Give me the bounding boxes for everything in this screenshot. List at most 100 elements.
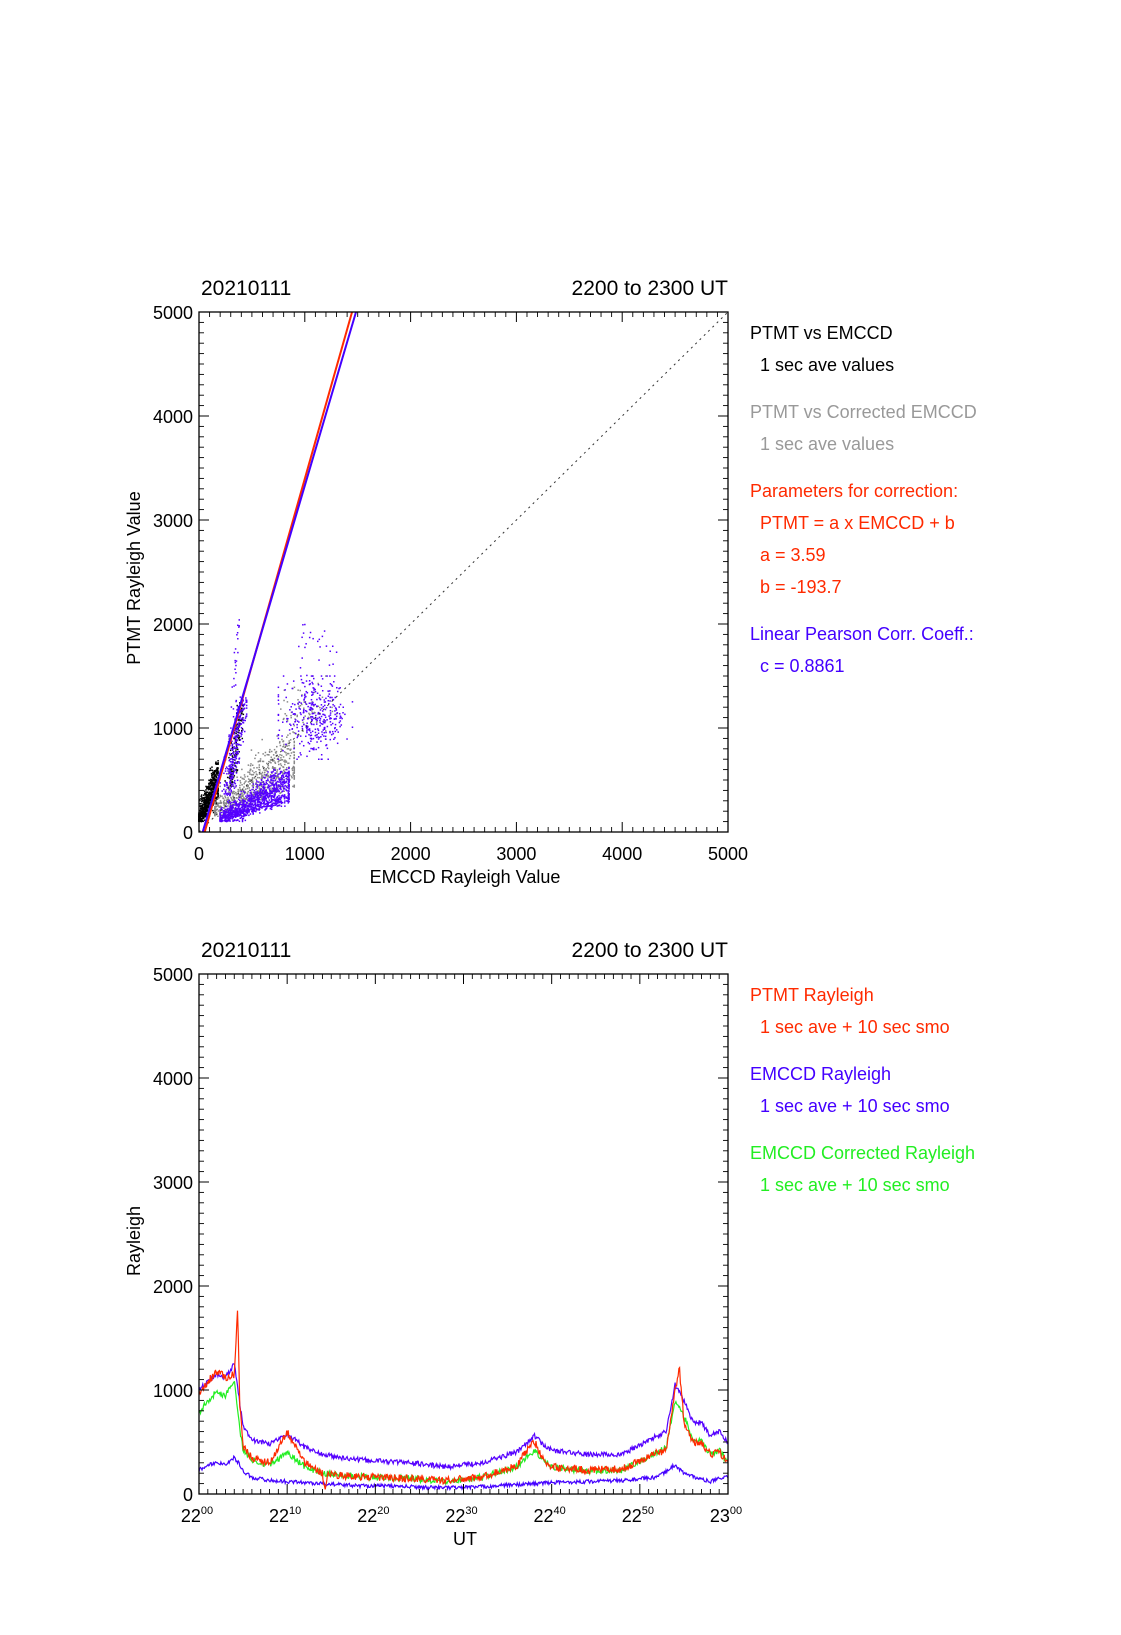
scatter-point [244,804,246,806]
scatter-point [243,815,245,818]
scatter-point [266,791,269,794]
scatter-point [313,723,315,726]
scatter-point [233,753,235,756]
scatter-point [231,785,233,787]
scatter-point [270,779,272,782]
scatter-point [279,779,281,781]
scatter-point [323,727,326,730]
scatter-point [249,769,251,772]
scatter-point [269,790,271,792]
scatter-point [251,784,253,787]
scatter-point [205,802,207,804]
scatter-point [277,737,280,740]
scatter-point [206,800,209,803]
scatter-point [303,698,305,701]
scatter-point [300,678,303,681]
scatter-point [291,711,293,713]
scatter-point [205,806,207,809]
scatter-point [281,735,283,737]
scatter-point [308,713,311,716]
scatter-point [279,796,281,799]
scatter-point [225,820,228,823]
scatter-point [217,794,219,797]
scatter-point [208,782,210,785]
scatter-point [230,777,232,780]
scatter-point [210,780,212,782]
scatter-point [242,790,245,793]
scatter-point [244,776,246,778]
scatter-point [213,770,216,773]
scatter-point [288,783,290,786]
scatter-point [223,772,225,775]
scatter-point [270,787,272,789]
scatter-point [243,707,246,710]
scatter-point [206,787,208,790]
scatter-point [277,786,279,789]
scatter-point [245,707,248,709]
scatter-point [267,805,270,807]
scatter-point [304,701,306,703]
scatter-point [273,759,275,762]
scatter-point [283,776,285,779]
scatter-point [206,807,209,809]
scatter-point [237,750,240,753]
scatter-point [202,797,205,799]
scatter-point [249,797,251,799]
scatter-point [272,770,274,773]
scatter-point [220,817,223,819]
scatter-point [242,699,244,701]
scatter-point [269,773,272,776]
scatter-point [204,813,206,816]
scatter-point [234,741,237,743]
scatter-point [268,760,270,763]
scatter-point [257,800,259,802]
scatter-point [240,735,242,737]
scatter-point [272,802,275,804]
scatter-point [273,777,276,780]
scatter-point [269,807,272,810]
scatter-point [273,774,275,776]
scatter-point [286,752,289,755]
scatter-point [310,704,313,706]
scatter-point [215,800,217,802]
scatter-point [207,787,210,790]
scatter-point [228,818,230,821]
scatter-point [230,797,233,800]
scatter-point [304,702,307,705]
identity-line [198,311,729,833]
scatter-point [331,685,334,687]
scatter-point [293,724,295,727]
scatter-point [288,793,290,796]
scatter-point [324,701,327,703]
scatter-point [241,819,244,822]
scatter-point [285,760,287,762]
scatter-point [223,793,225,795]
scatter-point [317,736,319,738]
scatter-point [208,791,210,793]
scatter-point [235,725,237,727]
scatter-point [275,803,278,806]
scatter-point [235,761,237,763]
scatter-point [234,755,236,757]
scatter-point [234,786,237,788]
scatter-point [238,718,240,721]
scatter-point [262,797,265,800]
scatter-point [308,742,311,745]
scatter-point [265,791,268,794]
scatter-point [245,780,247,782]
scatter-point [317,711,320,714]
scatter-point [310,731,312,734]
scatter-point [271,798,273,801]
scatter-point [304,693,306,695]
scatter-point [317,728,319,730]
scatter-point [280,757,282,759]
scatter-point [255,788,257,791]
scatter-point [266,795,269,797]
scatter-point [284,761,286,763]
scatter-point [307,705,309,708]
scatter-point [282,745,285,748]
scatter-point [205,791,207,794]
scatter-point [286,683,289,685]
scatter-point [247,764,250,766]
scatter-point [228,808,231,811]
